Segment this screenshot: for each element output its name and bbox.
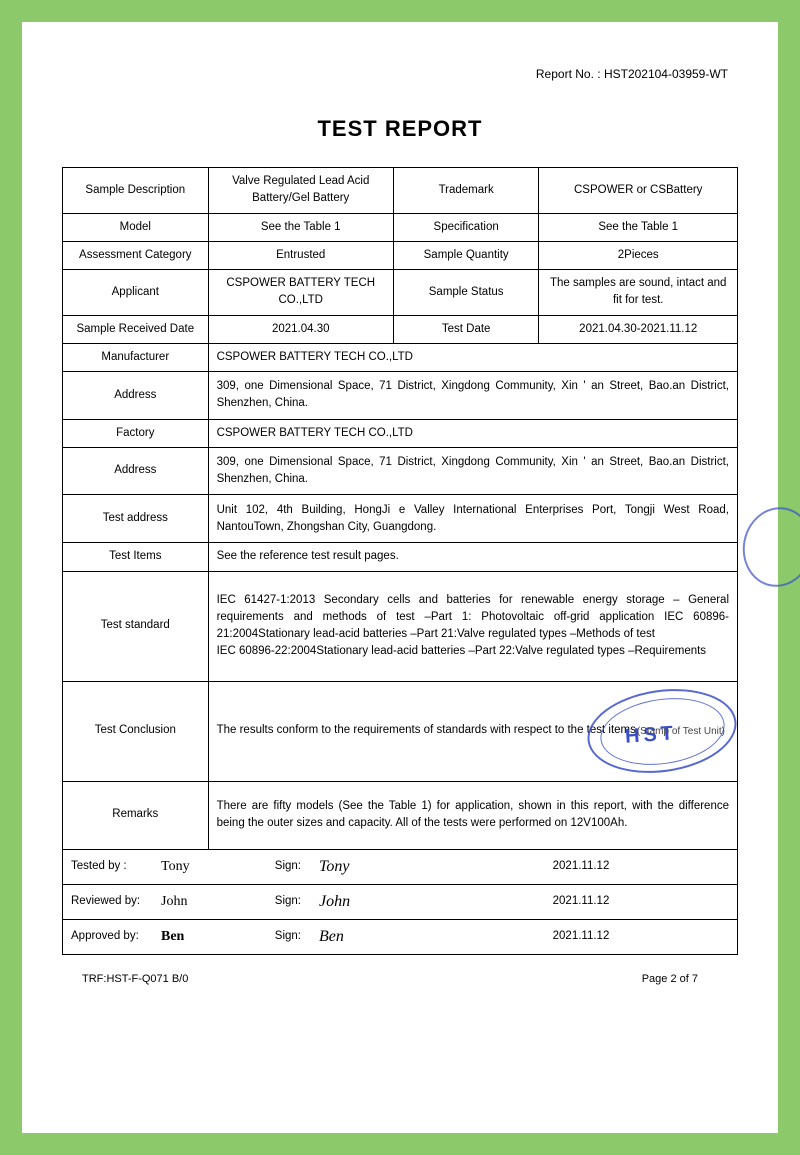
table-row: Sample Description Valve Regulated Lead … — [63, 168, 738, 214]
cell-label: Sample Status — [393, 270, 539, 316]
table-row: Test address Unit 102, 4th Building, Hon… — [63, 495, 738, 543]
cell-value: CSPOWER BATTERY TECH CO.,LTD — [208, 343, 737, 371]
cell-label: Test Conclusion — [63, 681, 209, 781]
cell-value: CSPOWER BATTERY TECH CO.,LTD — [208, 270, 393, 316]
signature-row: Approved by: Ben Sign: Ben 2021.11.12 — [63, 919, 738, 954]
signer-name: Ben — [161, 926, 241, 947]
report-no-value: HST202104-03959-WT — [604, 67, 728, 81]
role-label: Approved by: — [71, 928, 161, 945]
signature: Ben — [301, 925, 431, 949]
page-footer: TRF:HST-F-Q071 B/0 Page 2 of 7 — [62, 973, 738, 985]
page-title: TEST REPORT — [62, 116, 738, 142]
table-row: Test Items See the reference test result… — [63, 543, 738, 571]
cell-label: Assessment Category — [63, 241, 209, 269]
report-number: Report No. : HST202104-03959-WT — [62, 67, 728, 81]
document-page: Report No. : HST202104-03959-WT TEST REP… — [22, 22, 778, 1133]
cell-label: Factory — [63, 419, 209, 447]
signer-name: John — [161, 891, 241, 912]
cell-value: Valve Regulated Lead Acid Battery/Gel Ba… — [208, 168, 393, 214]
cell-label: Sample Description — [63, 168, 209, 214]
table-row: Address 309, one Dimensional Space, 71 D… — [63, 372, 738, 420]
cell-label: Address — [63, 447, 209, 495]
cell-value: The samples are sound, intact and fit fo… — [539, 270, 738, 316]
sign-label: Sign: — [241, 928, 301, 945]
edge-stamp-icon — [735, 501, 800, 594]
signature-row: Reviewed by: John Sign: John 2021.11.12 — [63, 884, 738, 919]
conclusion-cell: The results conform to the requirements … — [208, 681, 737, 781]
cell-label: Test address — [63, 495, 209, 543]
sign-date: 2021.11.12 — [431, 893, 731, 910]
cell-value: Entrusted — [208, 241, 393, 269]
table-row-remarks: Remarks There are fifty models (See the … — [63, 781, 738, 849]
cell-label: Test Items — [63, 543, 209, 571]
cell-label: Sample Quantity — [393, 241, 539, 269]
cell-value: See the reference test result pages. — [208, 543, 737, 571]
table-row-standard: Test standard IEC 61427-1:2013 Secondary… — [63, 571, 738, 681]
cell-label: Test standard — [63, 571, 209, 681]
cell-label: Applicant — [63, 270, 209, 316]
cell-value: 2Pieces — [539, 241, 738, 269]
cell-label: Test Date — [393, 315, 539, 343]
role-label: Reviewed by: — [71, 893, 161, 910]
signature: John — [301, 890, 431, 914]
table-row: Applicant CSPOWER BATTERY TECH CO.,LTD S… — [63, 270, 738, 316]
table-row: Sample Received Date 2021.04.30 Test Dat… — [63, 315, 738, 343]
cell-label: Model — [63, 213, 209, 241]
cell-value: See the Table 1 — [208, 213, 393, 241]
cell-label: Specification — [393, 213, 539, 241]
sign-date: 2021.11.12 — [431, 928, 731, 945]
cell-value: Unit 102, 4th Building, HongJi e Valley … — [208, 495, 737, 543]
stamp-unit-label: (Stamp of Test Unit) — [637, 724, 725, 739]
cell-value: See the Table 1 — [539, 213, 738, 241]
report-no-label: Report No. — [536, 67, 594, 81]
cell-label: Manufacturer — [63, 343, 209, 371]
table-row: Model See the Table 1 Specification See … — [63, 213, 738, 241]
cell-label: Address — [63, 372, 209, 420]
role-label: Tested by : — [71, 858, 161, 875]
cell-value: IEC 61427-1:2013 Secondary cells and bat… — [208, 571, 737, 681]
signature: Tony — [301, 855, 431, 879]
cell-value: 309, one Dimensional Space, 71 District,… — [208, 447, 737, 495]
sign-date: 2021.11.12 — [431, 858, 731, 875]
conclusion-text: The results conform to the requirements … — [217, 724, 640, 736]
cell-label: Remarks — [63, 781, 209, 849]
signer-name: Tony — [161, 856, 241, 877]
sign-label: Sign: — [241, 893, 301, 910]
table-row: Manufacturer CSPOWER BATTERY TECH CO.,LT… — [63, 343, 738, 371]
cell-label: Sample Received Date — [63, 315, 209, 343]
footer-trf: TRF:HST-F-Q071 B/0 — [82, 973, 188, 985]
table-row: Assessment Category Entrusted Sample Qua… — [63, 241, 738, 269]
cell-value: 309, one Dimensional Space, 71 District,… — [208, 372, 737, 420]
cell-label: Trademark — [393, 168, 539, 214]
table-row: Address 309, one Dimensional Space, 71 D… — [63, 447, 738, 495]
report-table: Sample Description Valve Regulated Lead … — [62, 167, 738, 955]
cell-value: CSPOWER BATTERY TECH CO.,LTD — [208, 419, 737, 447]
cell-value: CSPOWER or CSBattery — [539, 168, 738, 214]
table-row-conclusion: Test Conclusion The results conform to t… — [63, 681, 738, 781]
cell-value: 2021.04.30 — [208, 315, 393, 343]
table-row: Factory CSPOWER BATTERY TECH CO.,LTD — [63, 419, 738, 447]
cell-value: 2021.04.30-2021.11.12 — [539, 315, 738, 343]
sign-label: Sign: — [241, 858, 301, 875]
footer-page: Page 2 of 7 — [642, 973, 698, 985]
cell-value: There are fifty models (See the Table 1)… — [208, 781, 737, 849]
signature-row: Tested by : Tony Sign: Tony 2021.11.12 — [63, 849, 738, 884]
